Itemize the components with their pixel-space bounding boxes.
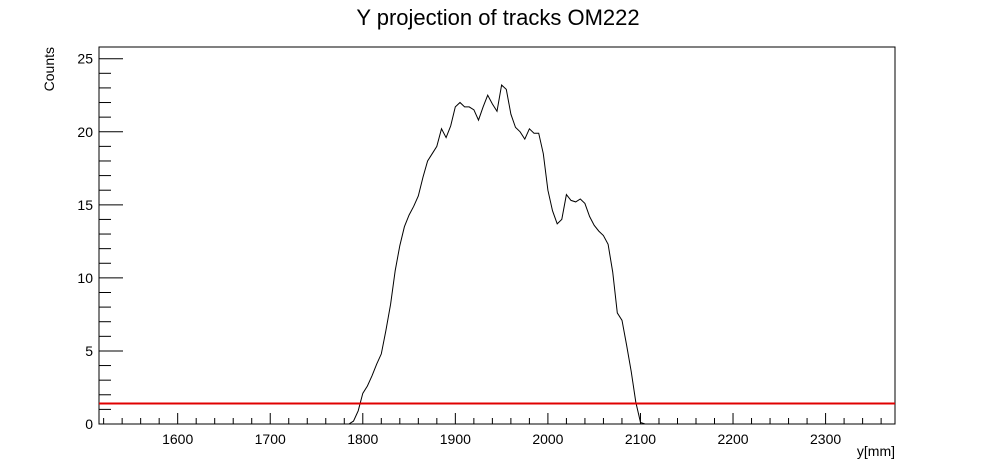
y-tick-label: 0: [85, 416, 93, 432]
series-layer: [99, 84, 895, 425]
x-tick-label: 1700: [255, 431, 286, 447]
data-series-line: [99, 84, 895, 425]
y-axis-label: Counts: [41, 47, 57, 91]
x-tick-label: 2100: [625, 431, 656, 447]
x-tick-label: 2200: [717, 431, 748, 447]
y-tick-label: 15: [77, 197, 93, 213]
x-tick-label: 2000: [532, 431, 563, 447]
plot-frame: [98, 46, 896, 425]
x-axis-label: y[mm]: [857, 443, 895, 459]
y-tick-label: 25: [77, 51, 93, 67]
x-tick-label: 1900: [440, 431, 471, 447]
x-tick-label: 1800: [347, 431, 378, 447]
y-tick-label: 20: [77, 124, 93, 140]
x-tick-label: 1600: [162, 431, 193, 447]
y-tick-label: 10: [77, 270, 93, 286]
y-axis: 0 5 10 15 20 25: [77, 51, 123, 432]
chart-title: Y projection of tracks OM222: [356, 5, 639, 30]
x-tick-label: 2300: [810, 431, 841, 447]
x-axis: 1600 1700 1800 1900 2000 2100 2200 2300: [103, 413, 882, 447]
y-tick-label: 5: [85, 343, 93, 359]
